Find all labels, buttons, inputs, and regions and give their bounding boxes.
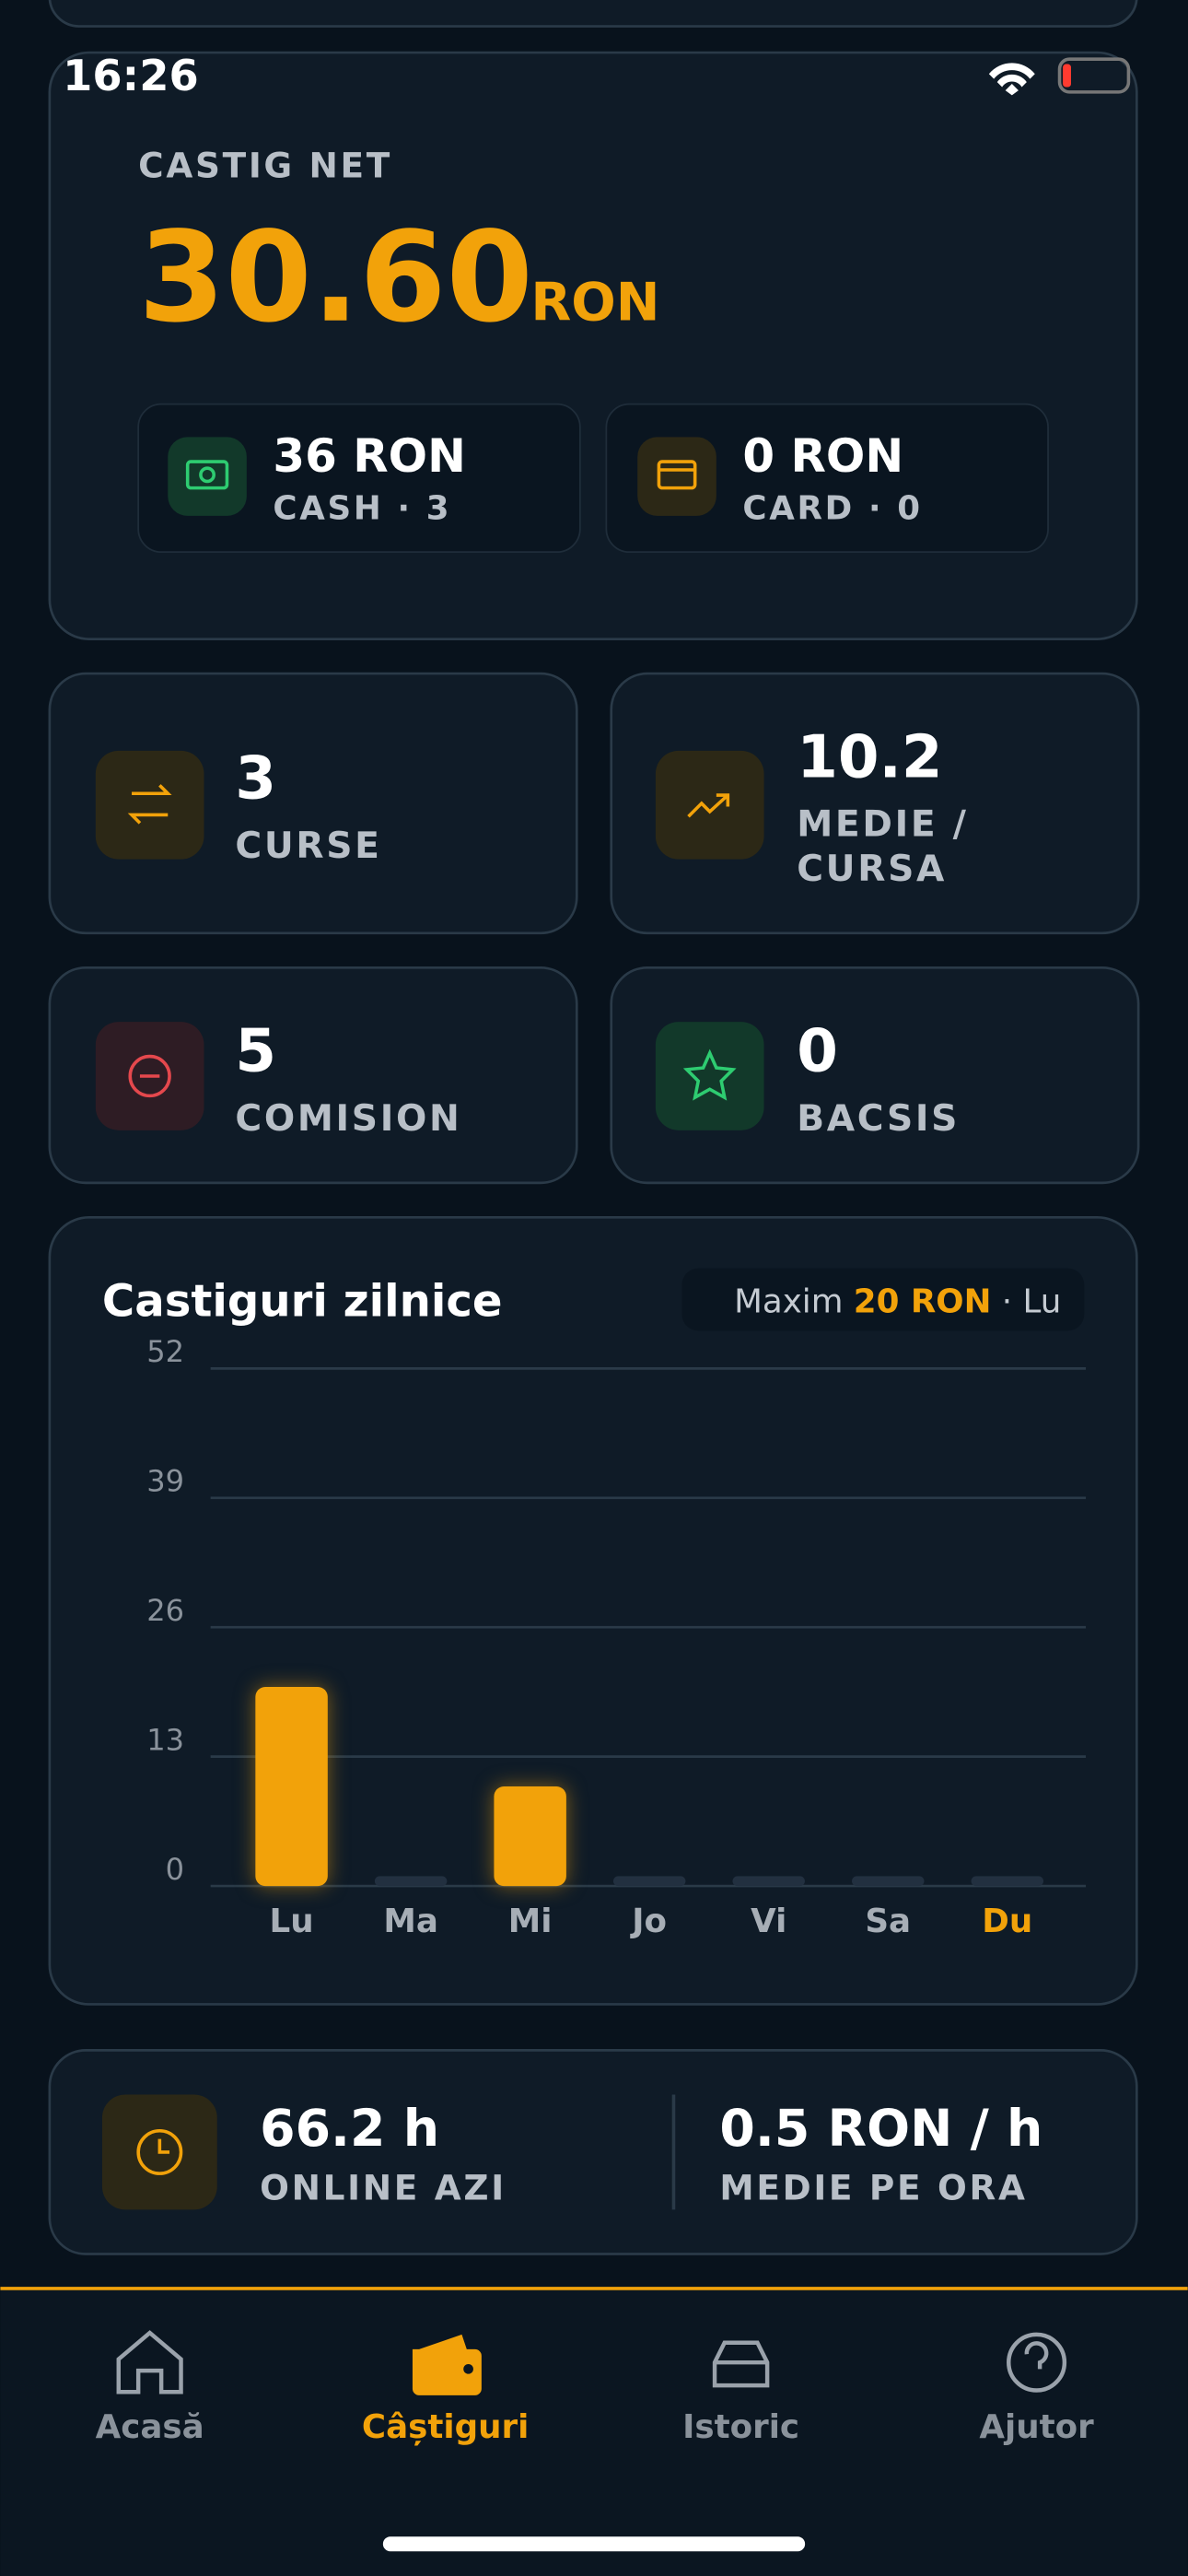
max-day: · Lu [1002, 1283, 1062, 1321]
x-tick-label: Mi [508, 1903, 553, 1940]
y-tick-label: 39 [146, 1464, 184, 1499]
max-pill [681, 1268, 1085, 1331]
rate-value: 0.5 RON / h [719, 2100, 1042, 2159]
online-hours: 66.2 h [260, 2100, 439, 2159]
card-value: 0 RON [742, 429, 903, 483]
rate-label: MEDIE PE ORA [719, 2168, 1027, 2208]
x-tick-label: Vi [751, 1903, 786, 1940]
max-text: Maxim 20 RON · Lu [734, 1283, 1061, 1321]
x-tick-label: Lu [270, 1903, 314, 1940]
status-time: 16:26 [63, 51, 199, 100]
home-icon[interactable] [116, 2330, 183, 2395]
home-indicator [382, 2536, 806, 2552]
y-tick-label: 13 [146, 1723, 184, 1758]
nav-label[interactable]: Acasă [96, 2408, 204, 2446]
minus-icon [128, 1054, 171, 1098]
online-card [48, 2049, 1138, 2255]
card-icon [657, 460, 697, 490]
cash-value: 36 RON [273, 429, 465, 483]
stat-icon-bg [95, 750, 204, 860]
nav-label[interactable]: Ajutor [979, 2408, 1094, 2446]
stat-icon-bg [655, 750, 764, 860]
cash-box [137, 403, 581, 554]
bar [494, 1786, 566, 1887]
tab-bar [0, 2288, 1188, 2576]
nav: Acasă Câștiguri Istoric Ajutor [96, 2408, 1095, 2446]
stat-value: 10.2 [797, 722, 942, 791]
stat-value: 0 [797, 1017, 838, 1086]
help-icon[interactable] [1007, 2332, 1067, 2393]
status-icons [988, 57, 1131, 96]
stat-icon-bg [655, 1022, 764, 1130]
card-icon-bg [637, 437, 716, 516]
max-label: Maxim [734, 1283, 843, 1321]
x-tick-label: Jo [630, 1903, 667, 1940]
plot: 0 13 26 39 52 Lu Ma Mi Jo Vi Sa Du [146, 1334, 1087, 1940]
bar [612, 1876, 686, 1887]
wallet-dot [463, 2363, 473, 2374]
nav-label[interactable]: Istoric [682, 2408, 799, 2446]
bar [255, 1687, 328, 1887]
previous-card [48, 0, 1138, 28]
y-tick-label: 26 [146, 1593, 184, 1628]
bar [374, 1876, 448, 1887]
bar [852, 1876, 925, 1887]
stat-label: BACSIS [797, 1098, 960, 1140]
max-value: 20 RON [854, 1283, 992, 1321]
clock-icon [136, 2128, 183, 2175]
wallet-icon[interactable] [412, 2334, 482, 2395]
cash-label: CASH · 3 [273, 489, 451, 527]
net-amount: 30.60 [138, 205, 533, 350]
stat-label: CURSA [797, 849, 947, 890]
y-tick-label: 0 [166, 1852, 184, 1887]
cash-icon [185, 460, 229, 490]
card-box [605, 403, 1049, 554]
x-tick-label: Du [982, 1903, 1032, 1940]
stat-label: CURSE [235, 825, 381, 867]
net-label: CASTIG NET [138, 146, 392, 186]
car-icon[interactable] [712, 2340, 770, 2388]
bar [732, 1876, 805, 1887]
y-tick-label: 52 [146, 1334, 184, 1369]
stat-label: MEDIE / [797, 804, 968, 846]
online-label: ONLINE AZI [260, 2168, 507, 2208]
stat-value: 5 [235, 1017, 276, 1086]
stat-value: 3 [235, 744, 276, 814]
stat-label: COMISION [235, 1098, 461, 1140]
net-currency: RON [530, 273, 659, 334]
cash-icon-bg [168, 437, 247, 516]
star-icon [682, 1048, 737, 1101]
stat-card [610, 672, 1140, 935]
stat-card [48, 672, 578, 935]
nav-label[interactable]: Câștiguri [362, 2408, 529, 2446]
chart-title: Castiguri zilnice [102, 1275, 503, 1327]
x-tick-label: Sa [865, 1903, 911, 1940]
trend-icon [687, 793, 730, 818]
bar [971, 1876, 1044, 1887]
swap-icon [127, 784, 172, 825]
card-label: CARD · 0 [742, 489, 922, 527]
x-tick-label: Ma [383, 1903, 438, 1940]
